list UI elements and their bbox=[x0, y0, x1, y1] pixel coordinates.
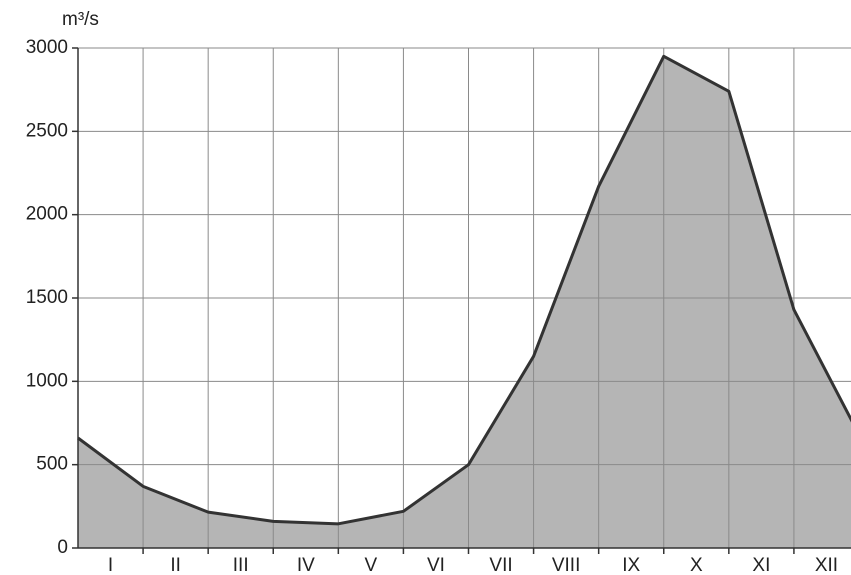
area-line bbox=[77, 54, 851, 526]
y-tick-label: 0 bbox=[57, 537, 68, 558]
y-tick-label: 2500 bbox=[26, 120, 68, 141]
y-tick-label: 1500 bbox=[26, 287, 68, 308]
y-tick-label: 500 bbox=[36, 454, 68, 475]
x-tick-label: V bbox=[365, 555, 378, 575]
x-tick-label: XI bbox=[752, 555, 770, 575]
x-tick-label: IX bbox=[622, 555, 640, 575]
x-tick-label: VIII bbox=[552, 555, 581, 575]
x-tick-label: VI bbox=[427, 555, 445, 575]
x-tick-label: III bbox=[233, 555, 249, 575]
x-tick-label: VII bbox=[489, 555, 512, 575]
area-fill bbox=[78, 56, 851, 548]
y-axis-label: m³/s bbox=[62, 9, 99, 30]
x-tick-label: II bbox=[170, 555, 181, 575]
x-tick-label: I bbox=[108, 555, 113, 575]
x-tick-label: X bbox=[690, 555, 703, 575]
x-tick-label: XII bbox=[815, 555, 838, 575]
y-tick-label: 1000 bbox=[26, 370, 68, 391]
x-tick-label: IV bbox=[297, 555, 315, 575]
y-tick-label: 2000 bbox=[26, 204, 68, 225]
y-tick-label: 3000 bbox=[26, 37, 68, 58]
